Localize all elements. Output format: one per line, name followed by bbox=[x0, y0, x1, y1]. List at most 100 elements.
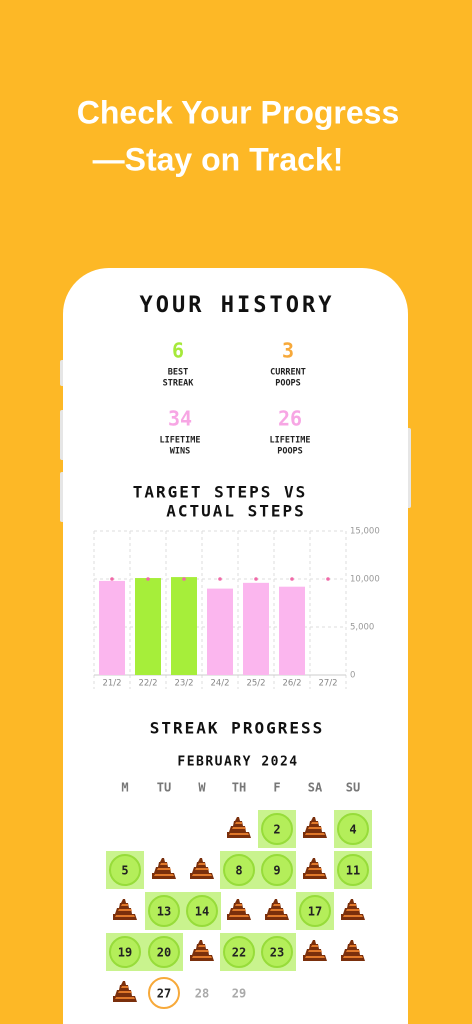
day-label: 4 bbox=[349, 823, 356, 837]
target-dot bbox=[146, 577, 150, 581]
day-circle bbox=[337, 813, 369, 845]
poop-icon bbox=[152, 858, 176, 879]
poop-stripe bbox=[343, 945, 363, 958]
chart-title: ACTUAL STEPS bbox=[166, 502, 306, 521]
stat-label: WINS bbox=[170, 447, 190, 457]
target-dot bbox=[110, 577, 114, 581]
poop-icon bbox=[113, 899, 137, 920]
day-label: 20 bbox=[157, 946, 171, 960]
poop-stripe bbox=[229, 904, 249, 917]
x-tick-label: 23/2 bbox=[174, 679, 193, 689]
bar bbox=[207, 588, 233, 675]
day-circle bbox=[186, 895, 218, 927]
stat-label: POOPS bbox=[277, 447, 303, 457]
bar bbox=[135, 578, 161, 675]
day-circle bbox=[148, 936, 180, 968]
calendar-title: STREAK PROGRESS bbox=[150, 719, 325, 738]
stat-label: STREAK bbox=[163, 379, 195, 389]
day-label: 9 bbox=[273, 864, 280, 878]
y-tick-label: 5,000 bbox=[350, 623, 374, 633]
poop-stripe bbox=[267, 904, 287, 917]
poop-stripe bbox=[115, 986, 135, 999]
poop-stripe bbox=[343, 904, 363, 917]
day-circle bbox=[109, 854, 141, 886]
poop-icon bbox=[341, 940, 365, 961]
bar bbox=[171, 577, 197, 675]
day-label: 8 bbox=[235, 864, 242, 878]
poop-icon bbox=[113, 981, 137, 1002]
weekday-label: F bbox=[273, 781, 280, 795]
poop-stripe bbox=[115, 904, 135, 917]
weekday-label: W bbox=[198, 781, 206, 795]
day-label: 14 bbox=[195, 905, 209, 919]
stat-label: POOPS bbox=[275, 379, 301, 389]
x-tick-label: 24/2 bbox=[210, 679, 229, 689]
day-label: 29 bbox=[232, 987, 246, 1001]
weekday-label: TU bbox=[157, 781, 171, 795]
poop-stripe bbox=[305, 945, 325, 958]
target-dot bbox=[218, 577, 222, 581]
bar bbox=[99, 580, 125, 675]
bar bbox=[279, 586, 305, 675]
x-tick-label: 25/2 bbox=[246, 679, 265, 689]
day-circle bbox=[261, 936, 293, 968]
day-circle bbox=[223, 854, 255, 886]
x-tick-label: 22/2 bbox=[138, 679, 157, 689]
stat-label: CURRENT bbox=[270, 368, 306, 378]
day-label: 11 bbox=[346, 864, 360, 878]
day-circle bbox=[148, 895, 180, 927]
day-label: 27 bbox=[157, 987, 171, 1001]
day-label: 23 bbox=[270, 946, 284, 960]
bar bbox=[243, 582, 269, 675]
day-circle bbox=[261, 813, 293, 845]
day-circle bbox=[299, 895, 331, 927]
poop-icon bbox=[227, 899, 251, 920]
stat-label: LIFETIME bbox=[270, 436, 311, 446]
day-label: 2 bbox=[273, 823, 280, 837]
weekday-label: TH bbox=[232, 781, 246, 795]
target-dot bbox=[254, 577, 258, 581]
day-label: 22 bbox=[232, 946, 246, 960]
poop-icon bbox=[303, 940, 327, 961]
stat-value: 6 bbox=[172, 339, 184, 363]
poop-stripe bbox=[305, 822, 325, 835]
stat-label: BEST bbox=[168, 368, 188, 378]
poop-icon bbox=[190, 940, 214, 961]
weekday-label: M bbox=[121, 781, 128, 795]
day-label: 28 bbox=[195, 987, 209, 1001]
weekday-label: SU bbox=[346, 781, 360, 795]
poop-icon bbox=[303, 817, 327, 838]
calendar-month: FEBRUARY 2024 bbox=[177, 755, 298, 770]
day-circle bbox=[223, 936, 255, 968]
day-label: 17 bbox=[308, 905, 322, 919]
headline: —Stay on Track! bbox=[93, 141, 344, 177]
day-label: 13 bbox=[157, 905, 171, 919]
x-tick-label: 27/2 bbox=[318, 679, 337, 689]
x-tick-label: 26/2 bbox=[282, 679, 301, 689]
y-tick-label: 15,000 bbox=[350, 527, 380, 537]
day-circle bbox=[337, 854, 369, 886]
day-label: 19 bbox=[118, 946, 132, 960]
stat-label: LIFETIME bbox=[160, 436, 201, 446]
y-tick-label: 0 bbox=[350, 671, 355, 681]
stat-value: 26 bbox=[278, 407, 302, 431]
poop-stripe bbox=[154, 863, 174, 876]
poop-icon bbox=[265, 899, 289, 920]
poop-stripe bbox=[305, 863, 325, 876]
stat-value: 3 bbox=[282, 339, 294, 363]
poop-icon bbox=[190, 858, 214, 879]
poop-stripe bbox=[229, 822, 249, 835]
chart-title: TARGET STEPS VS bbox=[133, 483, 308, 502]
headline: Check Your Progress bbox=[77, 94, 400, 130]
target-dot bbox=[290, 577, 294, 581]
weekday-label: SA bbox=[308, 781, 323, 795]
target-dot bbox=[326, 577, 330, 581]
poop-icon bbox=[303, 858, 327, 879]
day-label: 5 bbox=[121, 864, 128, 878]
day-circle bbox=[261, 854, 293, 886]
day-circle-today bbox=[148, 977, 180, 1009]
day-circle bbox=[109, 936, 141, 968]
poop-icon bbox=[227, 817, 251, 838]
poop-icon bbox=[341, 899, 365, 920]
